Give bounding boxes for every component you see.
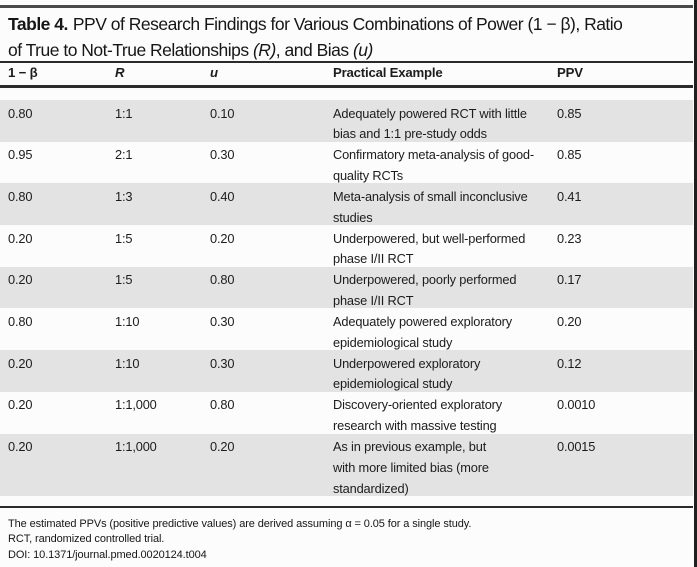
table-footnotes: The estimated PPVs (positive predictive …: [8, 517, 471, 563]
column-header-example: Practical Example: [333, 65, 443, 80]
table-row: 0.80 1:3 0.40 Meta-analysis of small inc…: [0, 183, 693, 226]
cell-ppv: 0.20: [557, 313, 582, 329]
cell-example: Adequately powered RCT with little bias …: [333, 105, 527, 142]
column-header-r: R: [115, 65, 125, 80]
header-top-rule: [0, 61, 693, 63]
top-rule: [0, 5, 693, 8]
table-title-line1: Table 4. PPV of Research Findings for Var…: [8, 11, 623, 37]
column-header-power: 1 − β: [8, 65, 38, 80]
cell-u: 0.80: [210, 397, 235, 413]
cell-ppv: 0.85: [557, 147, 582, 163]
cell-ppv: 0.12: [557, 355, 582, 371]
cell-example: Underpowered, but well-performed phase I…: [333, 230, 526, 267]
cell-example: Meta-analysis of small inconclusive stud…: [333, 188, 528, 225]
column-header-ppv: PPV: [557, 65, 583, 80]
cell-example: Confirmatory meta-analysis of good- qual…: [333, 147, 535, 183]
cell-u: 0.30: [210, 313, 235, 329]
table-title-line2: of True to Not-True Relationships (R), a…: [8, 40, 373, 60]
table-row: 0.20 1:5 0.20 Underpowered, but well-per…: [0, 225, 693, 267]
table-row: 0.20 1:10 0.30 Underpowered exploratory …: [0, 350, 693, 392]
footnote-doi: DOI: 10.1371/journal.pmed.0020124.t004: [8, 548, 207, 561]
cell-power: 0.20: [8, 439, 33, 454]
table-row: 0.80 1:1 0.10 Adequately powered RCT wit…: [0, 100, 693, 142]
cell-u: 0.20: [210, 230, 235, 246]
table-row: 0.95 2:1 0.30 Confirmatory meta-analysis…: [0, 142, 693, 184]
cell-ppv: 0.23: [557, 230, 582, 246]
cell-r: 2:1: [115, 147, 133, 163]
table-row: 0.20 1:1,000 0.80 Discovery-oriented exp…: [0, 392, 693, 434]
cell-power: 0.20: [8, 355, 33, 371]
cell-example: Discovery-oriented exploratory research …: [333, 397, 503, 434]
cell-power: 0.95: [8, 147, 33, 163]
cell-ppv: 0.0010: [557, 397, 596, 413]
footer-rule: [0, 506, 693, 508]
cell-example: Underpowered exploratory epidemiological…: [333, 355, 481, 392]
cell-u: 0.20: [210, 439, 235, 454]
cell-power: 0.20: [8, 272, 33, 288]
title-R-italic: (R): [252, 40, 276, 60]
cell-u: 0.30: [210, 147, 235, 163]
cell-example: Adequately powered exploratory epidemiol…: [333, 313, 513, 350]
cell-power: 0.80: [8, 313, 33, 329]
table-title-text1: PPV of Research Findings for Various Com…: [72, 14, 623, 34]
cell-r: 1:10: [115, 313, 140, 329]
cell-ppv: 0.0015: [557, 439, 596, 454]
table-body: 0.80 1:1 0.10 Adequately powered RCT wit…: [0, 100, 693, 496]
title-u-italic: (u): [352, 40, 373, 60]
cell-ppv: 0.85: [557, 105, 582, 121]
cell-ppv: 0.41: [557, 188, 582, 204]
cell-r: 1:5: [115, 230, 133, 246]
table-header-row: 1 − β R u Practical Example PPV: [0, 65, 693, 80]
cell-r: 1:1: [115, 105, 133, 121]
cell-u: 0.80: [210, 272, 235, 288]
table-title: Table 4. PPV of Research Findings for Var…: [8, 11, 623, 63]
cell-u: 0.40: [210, 188, 235, 204]
column-header-u: u: [210, 65, 218, 80]
header-bottom-rule: [0, 85, 693, 88]
cell-r: 1:5: [115, 272, 133, 288]
table-row: 0.20 1:1,000 0.20 As in previous example…: [0, 433, 693, 496]
cell-example: Underpowered, poorly performed phase I/I…: [333, 272, 517, 309]
cell-r: 1:1,000: [115, 439, 157, 454]
table-row: 0.80 1:10 0.30 Adequately powered explor…: [0, 308, 693, 350]
cell-r: 1:10: [115, 355, 140, 371]
cell-power: 0.80: [8, 188, 33, 204]
cell-r: 1:3: [115, 188, 133, 204]
cell-u: 0.10: [210, 105, 235, 121]
footnote-abbreviation: RCT, randomized controlled trial.: [8, 533, 165, 546]
cell-power: 0.80: [8, 105, 33, 121]
cell-ppv: 0.17: [557, 272, 582, 288]
table-row: 0.20 1:5 0.80 Underpowered, poorly perfo…: [0, 266, 693, 309]
page-column-rule: [694, 0, 697, 567]
cell-power: 0.20: [8, 230, 33, 246]
cell-power: 0.20: [8, 397, 33, 413]
cell-u: 0.30: [210, 355, 235, 371]
cell-example: As in previous example, but with more li…: [333, 439, 489, 496]
table-number-label: Table 4.: [8, 14, 68, 34]
cell-r: 1:1,000: [115, 397, 157, 413]
footnote-assumptions: The estimated PPVs (positive predictive …: [8, 518, 472, 530]
